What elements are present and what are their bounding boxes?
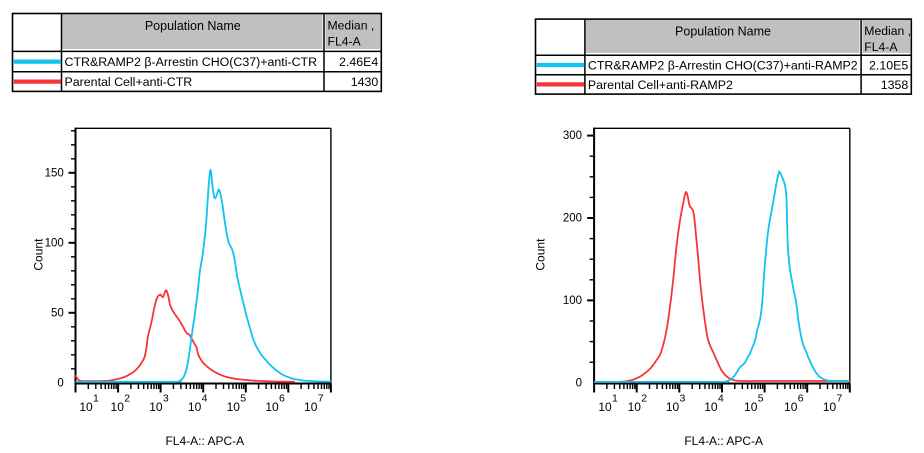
svg-text:50: 50	[51, 307, 64, 319]
svg-text:10: 10	[304, 400, 318, 414]
svg-text:FL4-A:: APC-A: FL4-A:: APC-A	[684, 434, 763, 448]
svg-text:10: 10	[704, 400, 718, 414]
svg-text:1: 1	[612, 392, 618, 404]
svg-text:2.10E5: 2.10E5	[869, 59, 908, 73]
svg-text:0: 0	[576, 377, 582, 389]
svg-text:7: 7	[837, 392, 843, 404]
svg-text:6: 6	[279, 392, 285, 404]
svg-text:3: 3	[163, 392, 169, 404]
svg-text:10: 10	[628, 400, 642, 414]
svg-text:1358: 1358	[881, 78, 909, 92]
svg-text:Population Name: Population Name	[145, 19, 241, 33]
svg-text:10: 10	[188, 400, 202, 414]
svg-text:10: 10	[784, 400, 798, 414]
svg-text:10: 10	[744, 400, 758, 414]
svg-text:CTR&RAMP2 β-Arrestin CHO(C37)+: CTR&RAMP2 β-Arrestin CHO(C37)+anti-RAMP2	[588, 59, 858, 73]
svg-text:2.46E4: 2.46E4	[339, 55, 378, 69]
svg-text:FL4-A: FL4-A	[864, 40, 898, 54]
svg-text:2: 2	[124, 392, 130, 404]
svg-text:4: 4	[202, 392, 208, 404]
svg-text:CTR&RAMP2 β-Arrestin CHO(C37)+: CTR&RAMP2 β-Arrestin CHO(C37)+anti-CTR	[65, 55, 318, 69]
svg-text:0: 0	[57, 377, 63, 389]
svg-text:Median ,: Median ,	[328, 18, 375, 32]
svg-text:Population Name: Population Name	[675, 25, 771, 39]
svg-text:10: 10	[227, 400, 241, 414]
svg-text:1430: 1430	[351, 75, 379, 89]
svg-text:10: 10	[111, 400, 125, 414]
svg-text:2: 2	[641, 392, 647, 404]
svg-text:1: 1	[93, 392, 99, 404]
svg-text:100: 100	[563, 295, 582, 307]
svg-text:10: 10	[666, 400, 680, 414]
svg-text:Count: Count	[32, 238, 46, 271]
svg-text:300: 300	[563, 130, 582, 142]
svg-text:7: 7	[318, 392, 324, 404]
svg-text:10: 10	[823, 400, 837, 414]
svg-text:4: 4	[718, 392, 724, 404]
svg-text:10: 10	[149, 400, 163, 414]
svg-text:Count: Count	[534, 238, 548, 271]
svg-text:3: 3	[680, 392, 686, 404]
svg-text:Parental Cell+anti-RAMP2: Parental Cell+anti-RAMP2	[588, 78, 733, 92]
svg-text:5: 5	[240, 392, 246, 404]
svg-text:10: 10	[265, 400, 279, 414]
svg-text:10: 10	[598, 400, 612, 414]
svg-text:FL4-A:: APC-A: FL4-A:: APC-A	[165, 434, 244, 448]
svg-text:6: 6	[798, 392, 804, 404]
svg-text:Median ,: Median ,	[864, 24, 911, 38]
svg-text:Parental Cell+anti-CTR: Parental Cell+anti-CTR	[65, 75, 193, 89]
svg-text:100: 100	[45, 237, 64, 249]
svg-text:150: 150	[45, 167, 64, 179]
svg-text:5: 5	[758, 392, 764, 404]
svg-text:FL4-A: FL4-A	[328, 34, 362, 48]
svg-text:10: 10	[79, 400, 93, 414]
svg-text:200: 200	[563, 213, 582, 225]
